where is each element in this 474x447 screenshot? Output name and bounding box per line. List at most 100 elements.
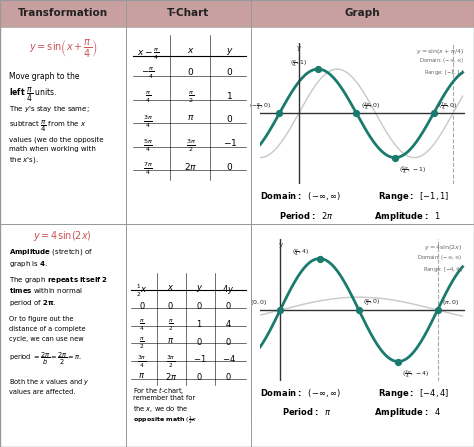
Text: $2\pi$: $2\pi$ (164, 371, 177, 382)
Text: $\frac{3\pi}{2}$: $\frac{3\pi}{2}$ (186, 137, 196, 154)
Text: $\mathbf{Range:}$  $[-4,4]$: $\mathbf{Range:}$ $[-4,4]$ (378, 387, 449, 400)
Text: the $x$, we do the: the $x$, we do the (133, 405, 189, 414)
Text: $0$: $0$ (226, 66, 233, 77)
Text: y: y (279, 242, 283, 248)
Text: Both the $x$ values and $y$: Both the $x$ values and $y$ (9, 377, 90, 387)
Text: $(\frac{3\pi}{4},0)$: $(\frac{3\pi}{4},0)$ (361, 100, 380, 112)
Text: $0$: $0$ (225, 300, 232, 311)
Text: $4$: $4$ (225, 318, 232, 329)
Text: $(\frac{\pi}{2},0)$: $(\frac{\pi}{2},0)$ (363, 298, 380, 308)
Text: cycle, we can use new: cycle, we can use new (9, 336, 83, 342)
Text: Graph: Graph (345, 8, 381, 18)
Text: Domain: $(-\infty,\infty)$: Domain: $(-\infty,\infty)$ (417, 253, 463, 261)
Text: $\frac{5\pi}{4}$: $\frac{5\pi}{4}$ (143, 137, 153, 154)
Text: $\mathbf{left}$ $\dfrac{\pi}{4}$ units.: $\mathbf{left}$ $\dfrac{\pi}{4}$ units. (9, 86, 56, 104)
Text: $(-\frac{\pi}{4},0)$: $(-\frac{\pi}{4},0)$ (249, 101, 271, 112)
Text: $\frac{7\pi}{4}$: $\frac{7\pi}{4}$ (143, 160, 153, 177)
Text: $0$: $0$ (196, 336, 203, 346)
Text: $\mathbf{times}$ within normal: $\mathbf{times}$ within normal (9, 287, 82, 295)
Text: Move graph to the: Move graph to the (9, 72, 79, 81)
Text: For the $t$-chart,: For the $t$-chart, (133, 385, 184, 396)
Point (275, 110, 283, 117)
Text: $\mathbf{Domain:}$  $(-\infty,\infty)$: $\mathbf{Domain:}$ $(-\infty,\infty)$ (260, 190, 341, 202)
Text: $y = 4\sin(2x)$: $y = 4\sin(2x)$ (424, 243, 463, 252)
Text: graph is $\mathbf{4}$.: graph is $\mathbf{4}$. (9, 259, 48, 269)
Text: $0$: $0$ (226, 160, 233, 172)
Point (430, 110, 438, 117)
Text: $\mathbf{Amplitude}$ (stretch) of: $\mathbf{Amplitude}$ (stretch) of (9, 247, 93, 257)
Text: $\frac{3\pi}{2}$: $\frac{3\pi}{2}$ (166, 353, 175, 370)
Text: $\frac{3\pi}{4}$: $\frac{3\pi}{4}$ (137, 353, 146, 370)
Text: $0$: $0$ (226, 114, 233, 124)
Text: $(\frac{\pi}{4},1)$: $(\frac{\pi}{4},1)$ (290, 58, 307, 69)
Text: $y = \sin(x + \pi/4)$: $y = \sin(x + \pi/4)$ (416, 47, 464, 56)
Text: $(\frac{3\pi}{4},-4)$: $(\frac{3\pi}{4},-4)$ (402, 367, 430, 380)
Point (353, 110, 360, 117)
Text: The graph $\mathbf{repeats\ itself\ 2}$: The graph $\mathbf{repeats\ itself\ 2}$ (9, 274, 108, 285)
Text: $\pi$: $\pi$ (167, 336, 174, 345)
Text: Range: $[-4,4]$: Range: $[-4,4]$ (423, 266, 463, 274)
Text: $\mathbf{opposite\ math}$ ($\frac{1}{2}x$: $\mathbf{opposite\ math}$ ($\frac{1}{2}x… (133, 414, 198, 426)
Text: $-4$: $-4$ (222, 353, 236, 364)
Text: period of $\mathbf{2\pi}$.: period of $\mathbf{2\pi}$. (9, 298, 56, 308)
Text: $0$: $0$ (167, 300, 174, 311)
Text: $\frac{\pi}{2}$: $\frac{\pi}{2}$ (168, 318, 173, 333)
Point (314, 66, 322, 73)
Text: $-1$: $-1$ (223, 137, 237, 148)
Text: $\frac{\pi}{2}$: $\frac{\pi}{2}$ (139, 336, 145, 350)
Text: $\frac{1}{2}x$: $\frac{1}{2}x$ (136, 283, 148, 299)
Text: $x$: $x$ (187, 46, 195, 55)
Text: $0$: $0$ (196, 371, 203, 382)
Text: $\mathbf{Domain:}$  $(-\infty,\infty)$: $\mathbf{Domain:}$ $(-\infty,\infty)$ (260, 387, 341, 399)
Point (391, 154, 399, 161)
Text: $(0,0)$: $(0,0)$ (250, 299, 267, 308)
Point (355, 307, 363, 314)
Text: $y = \sin\!\left(x + \dfrac{\pi}{4}\right)$: $y = \sin\!\left(x + \dfrac{\pi}{4}\righ… (28, 37, 97, 59)
Text: $\frac{\pi}{2}$: $\frac{\pi}{2}$ (188, 90, 194, 105)
Text: values are affected.: values are affected. (9, 389, 75, 395)
Text: $\mathbf{Period:}$  $2\pi$: $\mathbf{Period:}$ $2\pi$ (279, 210, 335, 221)
Text: $\frac{\pi}{4}$: $\frac{\pi}{4}$ (139, 318, 145, 333)
Text: $0$: $0$ (196, 300, 203, 311)
Text: $\frac{3\pi}{4}$: $\frac{3\pi}{4}$ (143, 114, 153, 130)
Text: $1$: $1$ (227, 90, 233, 101)
Text: $y$: $y$ (226, 46, 234, 58)
Text: $(\frac{7\pi}{4},0)$: $(\frac{7\pi}{4},0)$ (438, 100, 457, 112)
Text: $\mathbf{Amplitude:}$  $1$: $\mathbf{Amplitude:}$ $1$ (374, 210, 441, 223)
Text: $4y$: $4y$ (222, 283, 235, 295)
Text: $-1$: $-1$ (193, 353, 207, 364)
Text: Transformation: Transformation (18, 8, 108, 18)
Text: $(\frac{5\pi}{4},-1)$: $(\frac{5\pi}{4},-1)$ (399, 164, 427, 176)
Text: $0$: $0$ (225, 336, 232, 346)
Text: $0$: $0$ (138, 300, 145, 311)
Text: $(\pi,0)$: $(\pi,0)$ (442, 299, 459, 308)
Text: $\mathbf{Amplitude:}$  $4$: $\mathbf{Amplitude:}$ $4$ (374, 406, 441, 419)
Text: $\mathbf{Period:}$  $\pi$: $\mathbf{Period:}$ $\pi$ (282, 406, 332, 417)
Text: $y = 4\sin(2x)$: $y = 4\sin(2x)$ (33, 229, 92, 244)
Text: $(\frac{\pi}{4},4)$: $(\frac{\pi}{4},4)$ (292, 248, 309, 258)
Text: y: y (297, 45, 301, 51)
Text: $0$: $0$ (187, 66, 194, 77)
Point (316, 255, 323, 262)
Text: Or to figure out the: Or to figure out the (9, 316, 73, 322)
Text: $\pi$: $\pi$ (138, 371, 146, 380)
Text: $-\frac{\pi}{4}$: $-\frac{\pi}{4}$ (141, 66, 155, 81)
Text: $\frac{\pi}{4}$: $\frac{\pi}{4}$ (145, 90, 151, 105)
Text: remember that for: remember that for (133, 395, 195, 401)
Text: period $= \dfrac{2\pi}{b} = \dfrac{2\pi}{2} = \pi.$: period $= \dfrac{2\pi}{b} = \dfrac{2\pi}… (9, 351, 82, 367)
Text: T-Chart: T-Chart (167, 8, 210, 18)
Text: $\mathbf{Range:}$  $[-1,1]$: $\mathbf{Range:}$ $[-1,1]$ (378, 190, 449, 203)
Bar (126, 0, 251, 27)
Text: distance of a complete: distance of a complete (9, 326, 85, 332)
Point (434, 307, 441, 314)
Text: $y$: $y$ (196, 283, 203, 294)
Text: $1$: $1$ (196, 318, 203, 329)
Text: Domain: $(-\infty,\infty)$: Domain: $(-\infty,\infty)$ (419, 56, 464, 65)
Text: $x-\frac{\pi}{4}$: $x-\frac{\pi}{4}$ (137, 46, 160, 62)
Text: $x$: $x$ (167, 283, 174, 291)
Text: $0$: $0$ (225, 371, 232, 382)
Text: The $y$'s stay the same;
subtract $\dfrac{\pi}{4}$ from the $x$
values (we do th: The $y$'s stay the same; subtract $\dfra… (9, 104, 103, 165)
Text: Range: $[-1,1]$: Range: $[-1,1]$ (424, 67, 464, 76)
Point (394, 358, 402, 365)
Bar (0, 0, 126, 27)
